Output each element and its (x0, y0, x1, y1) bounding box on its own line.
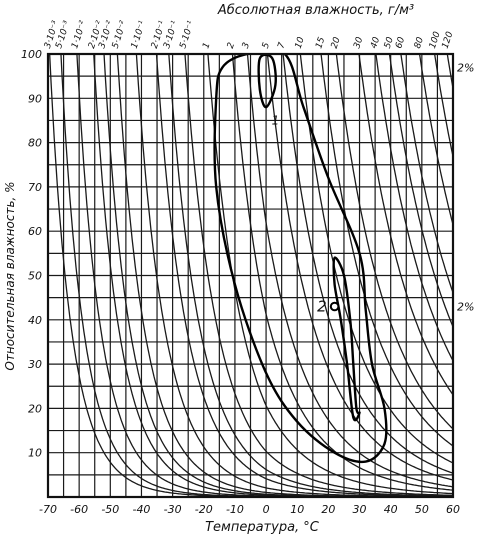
abs-humidity-curve (282, 54, 453, 474)
y-tick-label: 70 (28, 181, 42, 194)
x-tick-label: -40 (132, 503, 150, 516)
y-axis-label: Относительная влажность, % (3, 181, 17, 370)
y-tick-label: 30 (28, 358, 42, 371)
abs-humidity-label: 5·10⁻¹ (178, 19, 196, 49)
abs-humidity-curve (358, 54, 453, 396)
contour-inner-outline (257, 54, 277, 109)
y-tick-label: 90 (28, 92, 42, 105)
x-tick-label: 0 (263, 503, 270, 516)
side-percent-label: 2% (457, 61, 474, 74)
abs-humidity-label: 3 (241, 41, 252, 50)
y-tick-label: 80 (28, 137, 42, 150)
abs-humidity-label: 80 (413, 36, 426, 50)
x-tick-label: 10 (290, 503, 304, 516)
x-tick-label: 30 (353, 503, 367, 516)
x-tick-label: 60 (446, 503, 460, 516)
contour-center-marker (329, 301, 340, 312)
x-tick-label: 20 (321, 503, 335, 516)
y-tick-label: 20 (28, 402, 42, 415)
x-tick-label: -60 (70, 503, 88, 516)
side-percent-label: 2% (457, 301, 474, 314)
x-tick-label: 50 (415, 503, 429, 516)
abs-humidity-label: 1·10⁻² (70, 19, 88, 49)
abs-humidity-curve (433, 54, 453, 157)
abs-humidity-label: 60 (394, 36, 407, 50)
y-tick-label: 100 (21, 48, 42, 61)
abs-humidity-label: 5 (261, 41, 272, 50)
abs-humidity-curve (135, 54, 453, 497)
plot-frame (46, 52, 455, 499)
y-tick-label: 10 (28, 447, 42, 460)
abs-humidity-curve (76, 54, 453, 497)
abs-humidity-label: 2 (226, 41, 237, 50)
abs-humidity-curve (446, 54, 453, 89)
abs-humidity-label: 30 (352, 36, 365, 50)
abs-humidity-label: 1 (201, 41, 212, 50)
abs-humidity-label: 40 (369, 36, 382, 50)
x-tick-label: -70 (39, 503, 57, 516)
chart-title: Абсолютная влажность, г/м³ (217, 3, 414, 18)
abs-humidity-label: 20 (330, 36, 343, 50)
contour-label: 1 (272, 113, 280, 127)
abs-humidity-curve (418, 54, 453, 225)
abs-humidity-label: 7 (276, 41, 287, 50)
abs-humidity-label: 120 (441, 30, 456, 50)
y-tick-label: 40 (28, 314, 42, 327)
contour-outline (213, 54, 388, 464)
abs-humidity-label: 50 (383, 36, 396, 50)
y-tick-label: 50 (28, 270, 42, 283)
abs-humidity-curve (388, 54, 453, 327)
contours (213, 54, 388, 464)
x-tick-label: -50 (101, 503, 119, 516)
x-axis-label: Температура, °С (205, 520, 320, 535)
abs-humidity-label: 1·10⁻¹ (130, 19, 148, 49)
x-tick-label: 40 (384, 503, 398, 516)
abs-humidity-curve (246, 54, 453, 488)
abs-humidity-curve (168, 54, 453, 497)
abs-humidity-label: 10 (294, 36, 307, 50)
abs-humidity-curve (320, 54, 453, 447)
contour-label: 2 (317, 298, 327, 316)
x-tick-label: -30 (164, 503, 182, 516)
abs-humidity-curve (184, 54, 453, 496)
y-tick-label: 60 (28, 225, 42, 238)
abs-humidity-label: 15 (314, 36, 327, 50)
grid-lines (48, 54, 453, 497)
abs-humidity-curve (299, 54, 453, 464)
x-tick-label: -20 (195, 503, 213, 516)
abs-humidity-curve (155, 54, 453, 497)
abs-humidity-curve (207, 54, 453, 495)
abs-humidity-curve (116, 54, 453, 497)
x-tick-label: -10 (226, 503, 244, 516)
